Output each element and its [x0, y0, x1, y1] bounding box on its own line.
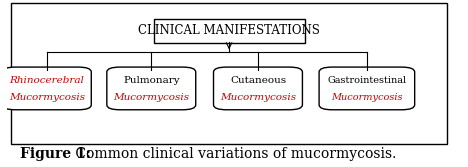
Text: Cutaneous: Cutaneous	[230, 76, 286, 85]
Text: CLINICAL MANIFESTATIONS: CLINICAL MANIFESTATIONS	[138, 24, 320, 37]
Text: Common clinical variations of mucormycosis.: Common clinical variations of mucormycos…	[71, 147, 397, 161]
FancyBboxPatch shape	[107, 67, 196, 110]
Text: Mucormycosis: Mucormycosis	[9, 93, 85, 102]
Text: Mucormycosis: Mucormycosis	[113, 93, 190, 102]
FancyBboxPatch shape	[319, 67, 415, 110]
Text: Figure 1:: Figure 1:	[20, 147, 91, 161]
FancyBboxPatch shape	[154, 19, 305, 43]
FancyBboxPatch shape	[11, 3, 447, 144]
Text: Rhinocerebral: Rhinocerebral	[9, 76, 84, 85]
Text: Gastrointestinal: Gastrointestinal	[327, 76, 406, 85]
Text: Mucormycosis: Mucormycosis	[220, 93, 296, 102]
FancyBboxPatch shape	[213, 67, 302, 110]
FancyBboxPatch shape	[2, 67, 91, 110]
Text: Mucormycosis: Mucormycosis	[331, 93, 402, 102]
Text: Pulmonary: Pulmonary	[123, 76, 180, 85]
